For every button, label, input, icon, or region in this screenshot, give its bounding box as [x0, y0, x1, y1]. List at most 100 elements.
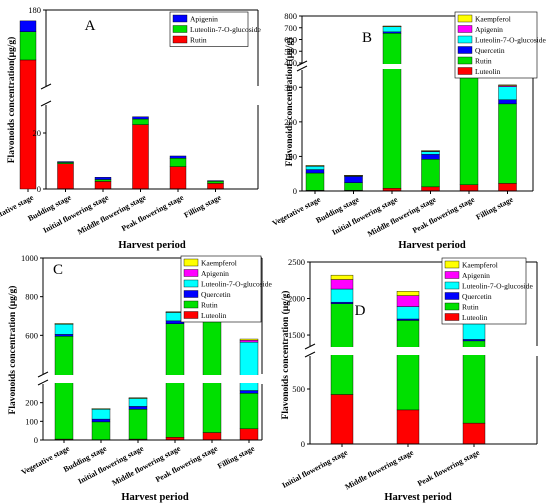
x-tick-label-c: Middle flowering stage: [110, 444, 182, 488]
y-tick-label-d: 1500: [288, 330, 305, 340]
axis-break-mark-d: [304, 351, 316, 358]
legend-swatch-d: [444, 260, 460, 269]
legend-label-d: Rutin: [462, 303, 479, 312]
panel-letter-a: A: [85, 18, 96, 34]
bar-b-2-rutin: [382, 33, 402, 189]
bar-c-1-luteolin-7-o-glucoside: [91, 408, 111, 420]
legend-swatch-c: [183, 258, 199, 267]
x-tick-label-a: Middle flowering stage: [76, 193, 148, 237]
axis-break-mark-c: [37, 379, 49, 386]
bar-d-0-luteolin: [330, 394, 354, 445]
bar-b-1-kaempferol: [344, 175, 363, 177]
y-axis-title-c: Flavonoids concentration (μg/g): [7, 286, 18, 415]
bar-b-4-luteolin: [459, 184, 479, 192]
x-tick-label-c: Vegetative stage: [20, 444, 72, 477]
legend-label-c: Quercetin: [201, 290, 231, 299]
bar-b-3-rutin: [421, 158, 440, 188]
bar-b-4-rutin: [459, 67, 479, 185]
bar-b-0-luteolin-7-o-glucoside: [305, 165, 325, 170]
bar-c-5-kaempferol: [239, 338, 259, 341]
y-tick-label-b: 0: [293, 186, 297, 196]
legend-label-c: Rutin: [201, 301, 218, 310]
legend-label-a: Luteolin-7-O-glucoside: [190, 25, 261, 34]
bar-c-0-quercetin: [54, 334, 74, 337]
x-axis-title-d: Harvest period: [384, 492, 452, 503]
bar-a-3-rutin: [132, 124, 149, 190]
legend-label-c: Kaempferol: [201, 259, 237, 268]
bar-c-5-apigenin: [239, 339, 259, 343]
bar-a-3-apigenin: [132, 116, 149, 120]
legend-label-b: Luteolin: [475, 67, 501, 76]
legend-label-b: Kaempferol: [475, 15, 511, 24]
legend-swatch-a: [172, 25, 188, 33]
y-tick-label-b: 800: [284, 11, 297, 21]
bar-a-3-luteolin-7-o-glucoside: [132, 118, 149, 125]
legend-swatch-a: [172, 35, 188, 44]
bar-b-2-kaempferol: [382, 25, 402, 27]
bar-b-5-luteolin-7-o-glucoside: [498, 86, 517, 100]
bar-a-2-apigenin: [94, 177, 112, 180]
bar-c-2-quercetin: [128, 406, 148, 410]
bar-b-0-rutin: [305, 172, 325, 191]
bar-b-5-rutin: [498, 103, 517, 184]
y-tick-label-b: 700: [284, 23, 297, 33]
legend-label-c: Luteolin: [201, 311, 227, 320]
y-tick-label-d: 0: [301, 439, 305, 449]
bar-a-2-rutin: [94, 181, 112, 190]
legend-box-d: [441, 257, 527, 325]
bar-b-3-luteolin-7-o-glucoside: [421, 151, 440, 155]
bar-b-2-quercetin: [382, 31, 402, 34]
axis-break-mark-d: [304, 343, 316, 350]
bar-b-2-luteolin-7-o-glucoside: [382, 26, 402, 33]
bar-d-0-apigenin: [330, 279, 354, 290]
legend-label-d: Quercetin: [462, 292, 492, 301]
legend-box-b: [454, 11, 538, 79]
y-tick-label-c: 800: [25, 292, 38, 302]
x-axis-title-b: Harvest period: [398, 240, 466, 251]
bar-a-0-luteolin-7-o-glucoside: [19, 31, 37, 61]
bar-c-0-kaempferol: [54, 323, 74, 325]
bar-c-4-luteolin: [202, 432, 222, 441]
bar-a-5-apigenin: [207, 180, 224, 182]
y-tick-label-b: 500: [284, 46, 297, 56]
bar-b-5-luteolin: [498, 183, 517, 192]
y-tick-label-a: 20: [33, 128, 42, 138]
bar-c-1-kaempferol: [91, 408, 111, 410]
bar-c-0-rutin: [54, 336, 74, 440]
legend-swatch-c: [183, 290, 199, 298]
bar-a-2-luteolin-7-o-glucoside: [94, 179, 112, 182]
legend-label-c: Luteolin-7-O-glucoside: [201, 280, 272, 289]
x-tick-label-b: Middle flowering stage: [366, 195, 438, 239]
axis-break-gap-a: [42, 87, 262, 104]
legend-swatch-c: [183, 311, 199, 319]
bar-b-1-quercetin: [344, 176, 363, 183]
legend-swatch-b: [457, 46, 473, 54]
legend-box-c: [180, 255, 262, 323]
y-tick-label-c: 1000: [21, 253, 38, 263]
x-tick-label-c: Filling stage: [216, 444, 256, 471]
y-tick-label-d: 2500: [288, 257, 305, 267]
legend-label-b: Rutin: [475, 57, 492, 66]
y-tick-label-c: 100: [25, 416, 38, 426]
axis-break-gap-d: [306, 347, 541, 355]
bar-c-2-kaempferol: [128, 397, 148, 399]
y-tick-label-c: 0: [34, 435, 38, 445]
y-tick-label-d: 2000: [288, 294, 305, 304]
bar-c-1-quercetin: [91, 418, 111, 423]
y-tick-label-c: 600: [25, 330, 38, 340]
panel-letter-c: C: [53, 262, 63, 278]
bar-b-0-quercetin: [305, 169, 325, 174]
y-tick-label-b: 400: [284, 58, 297, 68]
bar-a-1-rutin: [57, 163, 74, 190]
bar-d-2-quercetin: [462, 339, 486, 342]
bar-a-5-rutin: [207, 183, 224, 190]
legend-swatch-b: [457, 35, 473, 44]
legend-label-c: Apigenin: [201, 269, 229, 278]
bar-a-4-luteolin-7-o-glucoside: [169, 157, 187, 167]
axis-break-gap-c: [39, 375, 266, 383]
y-tick-label-b: 100: [284, 151, 297, 161]
axis-break-mark-c: [37, 371, 49, 378]
